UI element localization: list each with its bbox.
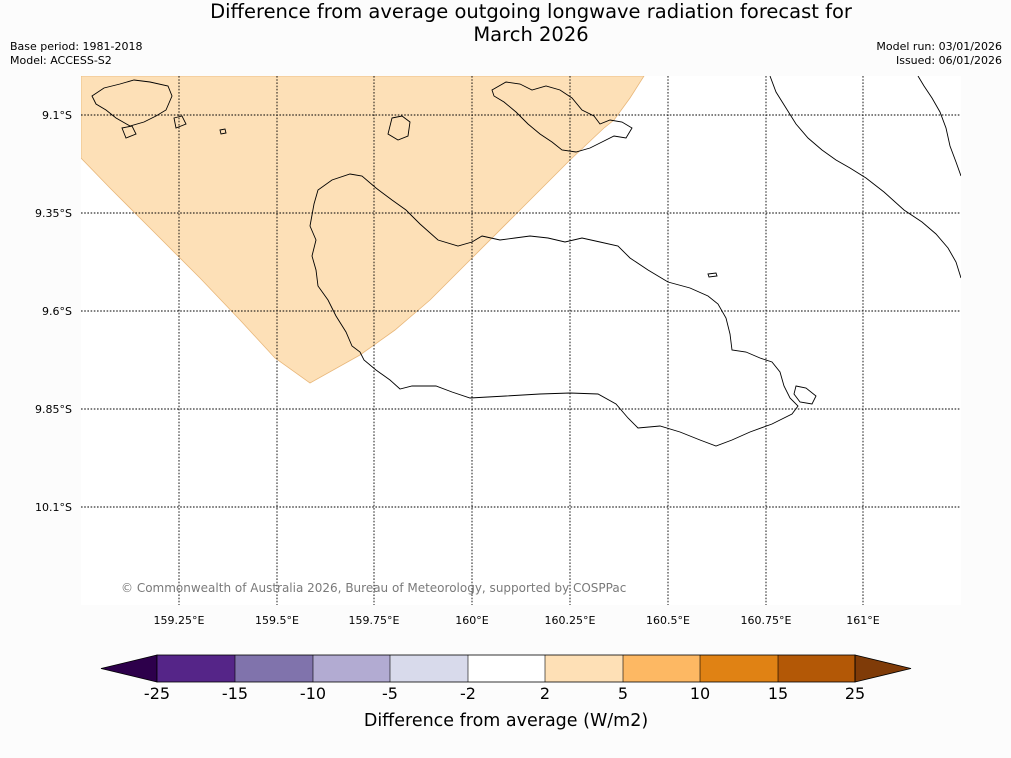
colorbar-segment: [778, 655, 855, 682]
lon-label: 160.75°E: [741, 614, 792, 627]
anomaly-region: [81, 76, 645, 384]
lon-label: 159.75°E: [349, 614, 400, 627]
lat-label: 9.35°S: [35, 207, 72, 220]
lat-label: 9.1°S: [42, 109, 72, 122]
malaita-coast: [769, 76, 961, 279]
lon-label: 161°E: [846, 614, 879, 627]
colorbar-tick: 15: [768, 684, 788, 703]
colorbar-tick: 25: [845, 684, 865, 703]
colorbar-segment: [157, 655, 235, 682]
base-period-text: Base period: 1981-2018: [10, 40, 143, 53]
latitude-labels: 9.1°S 9.35°S 9.6°S 9.85°S 10.1°S: [35, 109, 72, 514]
lat-label: 9.6°S: [42, 305, 72, 318]
colorbar-segment: [468, 655, 545, 682]
colorbar-tick: -10: [300, 684, 326, 703]
meta-left: Base period: 1981-2018 Model: ACCESS-S2: [10, 40, 142, 68]
colorbar-tick: -25: [144, 684, 170, 703]
russell-islet-1: [121, 125, 137, 139]
colorbar-under-triangle: [100, 654, 158, 683]
colorbar-segment: [623, 655, 700, 682]
colorbar-tick: -5: [382, 684, 398, 703]
colorbar-segment: [235, 655, 313, 682]
colorbar-outline: [156, 654, 856, 683]
colorbar-label: Difference from average (W/m2): [364, 711, 648, 731]
issued-text: Issued: 06/01/2026: [895, 54, 1002, 67]
lon-label: 160°E: [455, 614, 488, 627]
guadalcanal-coast: [309, 173, 799, 447]
small-island-1: [387, 115, 411, 141]
lon-label: 160.5°E: [646, 614, 690, 627]
colorbar-ticks: -25 -15 -10 -5 -2 2 5 10 15 25: [144, 684, 865, 703]
copyright-text: © Commonwealth of Australia 2026, Bureau…: [121, 581, 626, 595]
model-text: Model: ACCESS-S2: [10, 54, 112, 67]
colorbar-segment: [700, 655, 778, 682]
colorbar-dividers: [234, 655, 779, 682]
russell-islands-coast: [91, 79, 173, 127]
map-title: Difference from average outgoing longwav…: [0, 0, 1011, 46]
colorbar: -25 -15 -10 -5 -2 2 5 10 15 25 Differenc…: [100, 654, 912, 731]
lon-label: 159.25°E: [154, 614, 205, 627]
colorbar-segment: [313, 655, 390, 682]
small-island-4: [793, 385, 817, 405]
colorbar-tick: 10: [690, 684, 710, 703]
colorbar-tick: 2: [540, 684, 550, 703]
lat-label: 10.1°S: [35, 501, 72, 514]
lat-label: 9.85°S: [35, 403, 72, 416]
colorbar-segment: [545, 655, 623, 682]
title-line-2: March 2026: [473, 23, 589, 46]
colorbar-tick: 5: [618, 684, 628, 703]
coastlines: [91, 76, 961, 447]
longitude-labels: 159.25°E 159.5°E 159.75°E 160°E 160.25°E…: [154, 614, 880, 627]
title-line-1: Difference from average outgoing longwav…: [210, 0, 852, 23]
colorbar-segment: [390, 655, 468, 682]
model-run-text: Model run: 03/01/2026: [876, 40, 1002, 53]
small-island-3: [219, 128, 227, 135]
small-island-2: [707, 272, 718, 278]
lon-label: 160.25°E: [545, 614, 596, 627]
meta-right: Model run: 03/01/2026 Issued: 06/01/2026: [876, 40, 1002, 68]
malaita-north-coast: [917, 76, 961, 177]
lon-label: 159.5°E: [255, 614, 299, 627]
colorbar-tick: -2: [460, 684, 476, 703]
graticule: [81, 76, 961, 605]
russell-islet-2: [173, 115, 187, 129]
nggela-coast: [491, 81, 633, 153]
colorbar-tick: -15: [222, 684, 248, 703]
colorbar-over-triangle: [854, 654, 912, 683]
